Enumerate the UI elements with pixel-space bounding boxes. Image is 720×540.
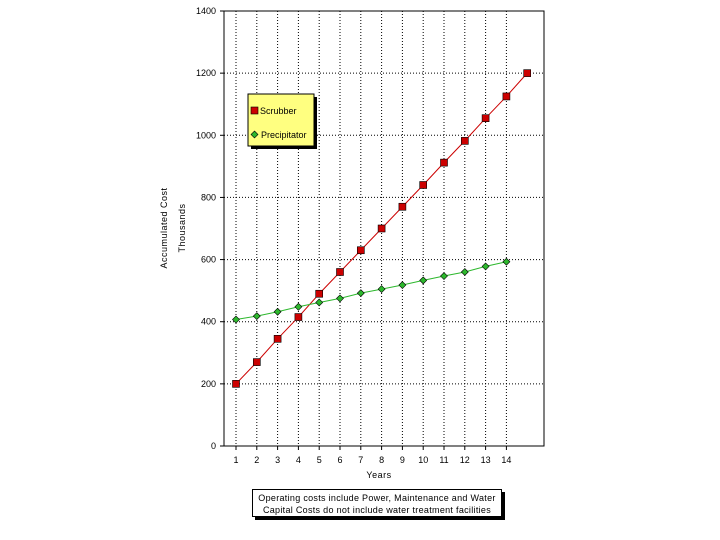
precipitator-point xyxy=(481,262,490,271)
x-tick-label: 13 xyxy=(481,455,491,465)
note-line-1: Operating costs include Power, Maintenan… xyxy=(258,493,496,503)
precipitator-point xyxy=(294,302,303,311)
legend-precipitator-label: Precipitator xyxy=(261,130,307,140)
x-tick-label: 7 xyxy=(358,455,363,465)
precipitator-point xyxy=(273,307,282,316)
y-axis-title-line2: Thousands xyxy=(177,203,187,252)
precipitator-point xyxy=(398,281,407,289)
scrubber-point xyxy=(419,181,428,189)
x-tick-label: 8 xyxy=(379,455,384,465)
scrubber-point xyxy=(502,92,511,101)
x-tick-label: 1 xyxy=(233,455,238,465)
scrubber-point xyxy=(294,313,303,321)
x-tick-label: 11 xyxy=(439,455,448,465)
precipitator-point xyxy=(252,312,261,321)
y-tick-label: 200 xyxy=(201,379,216,389)
x-axis-title: Years xyxy=(366,470,391,480)
precipitator-point xyxy=(356,289,365,298)
x-tick-label: 9 xyxy=(400,455,405,465)
series-layer xyxy=(232,69,532,388)
note-box: Operating costs include Power, Maintenan… xyxy=(252,489,502,517)
y-tick-label: 0 xyxy=(211,441,216,451)
scrubber-point xyxy=(356,246,365,255)
precipitator-point xyxy=(336,294,344,303)
x-tick-label: 6 xyxy=(337,455,342,465)
y-tick-label: 800 xyxy=(201,192,216,202)
precipitator-point xyxy=(419,276,428,285)
scrubber-point xyxy=(440,158,448,167)
y-tick-label: 400 xyxy=(201,317,216,327)
x-tick-label: 2 xyxy=(254,455,259,465)
y-axis-title-line1: Accumulated Cost xyxy=(159,187,169,268)
legend: Scrubber Precipitator xyxy=(247,93,317,149)
scrubber-point xyxy=(481,114,490,122)
y-tick-label: 1200 xyxy=(196,68,216,78)
y-tick-label: 1400 xyxy=(196,6,216,16)
y-tick-label: 1000 xyxy=(196,130,216,140)
scrubber-point xyxy=(460,137,469,145)
x-tick-label: 12 xyxy=(460,455,470,465)
x-tick-label: 14 xyxy=(501,455,511,465)
scrubber-point xyxy=(398,202,407,211)
precipitator-line xyxy=(235,261,507,321)
precipitator-point xyxy=(502,257,511,266)
legend-box xyxy=(247,93,315,147)
scrubber-point xyxy=(315,289,324,298)
y-axis-ticks: 0 200 400 600 800 1000 1200 1400 xyxy=(196,6,224,451)
x-tick-label: 3 xyxy=(275,455,280,465)
x-tick-label: 10 xyxy=(418,455,428,465)
scrubber-point xyxy=(523,69,532,77)
x-axis-ticks: 1 2 3 4 5 6 7 8 9 10 11 12 13 14 xyxy=(233,446,511,465)
scrubber-point xyxy=(273,335,282,343)
x-tick-label: 5 xyxy=(317,455,322,465)
grid xyxy=(224,11,544,446)
scrubber-point xyxy=(253,358,261,366)
precipitator-point xyxy=(460,268,469,276)
y-tick-label: 600 xyxy=(201,255,216,265)
precipitator-point xyxy=(440,272,448,280)
x-tick-label: 4 xyxy=(296,455,301,465)
scrubber-point xyxy=(377,224,386,233)
scrubber-point xyxy=(336,268,344,276)
precipitator-point xyxy=(315,298,324,307)
scrubber-point xyxy=(232,380,240,388)
legend-scrubber-label: Scrubber xyxy=(260,106,297,116)
legend-precipitator-marker xyxy=(250,130,259,139)
note-line-2: Capital Costs do not include water treat… xyxy=(262,505,492,515)
precipitator-point xyxy=(232,315,240,324)
legend-scrubber-marker xyxy=(250,106,259,115)
precipitator-point xyxy=(377,285,386,294)
